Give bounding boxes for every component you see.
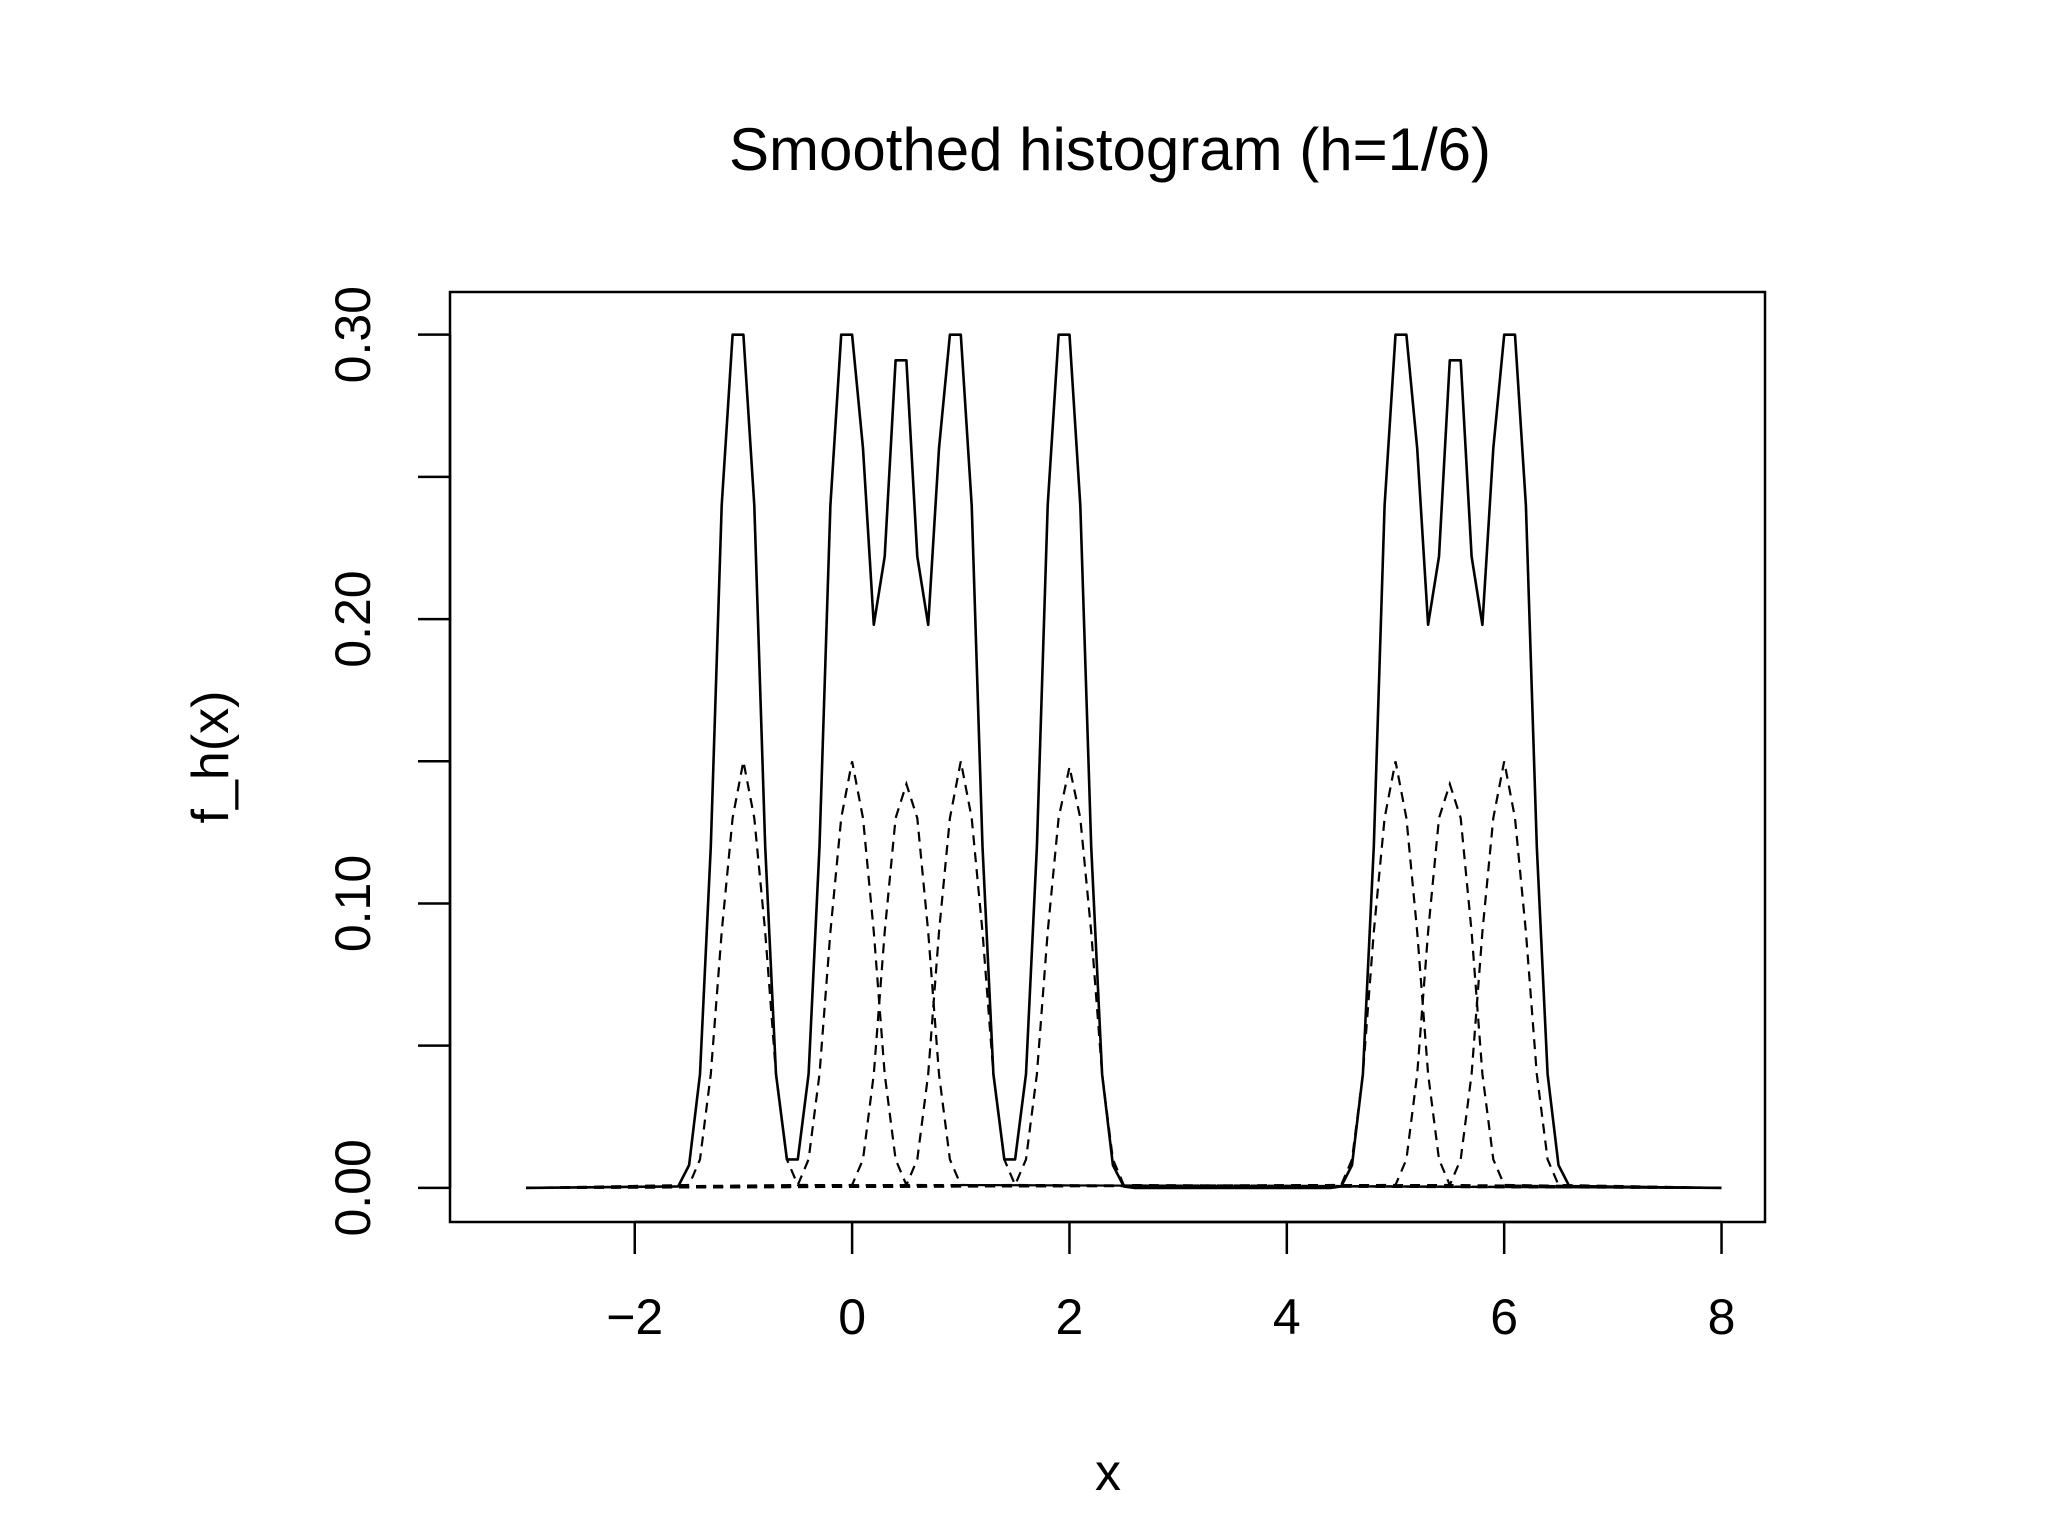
- x-axis-label: x: [1095, 1444, 1121, 1502]
- kernel-curve-2: [526, 761, 1722, 1190]
- series-group: [526, 333, 1722, 1190]
- x-tick-label: 8: [1708, 1289, 1736, 1345]
- x-tick-label: 0: [838, 1289, 866, 1345]
- y-tick-label: 0.30: [325, 286, 381, 383]
- kernel-curve-5: [526, 766, 1722, 1190]
- x-tick-label: 6: [1490, 1289, 1518, 1345]
- kernel-curve-8: [526, 761, 1722, 1190]
- kernel-curve-1: [526, 761, 1722, 1190]
- y-tick-label: 0.00: [325, 1139, 381, 1236]
- x-axis: −2 0 2 4 6 8: [606, 1220, 1736, 1345]
- y-tick-label: 0.10: [325, 855, 381, 952]
- x-tick-label: 2: [1056, 1289, 1084, 1345]
- y-tick-label: 0.20: [325, 570, 381, 667]
- plot-frame: [448, 290, 1767, 1224]
- y-axis: 0.00 0.10 0.20 0.30: [325, 286, 452, 1237]
- x-tick-label: −2: [606, 1289, 663, 1345]
- density-curve: [526, 333, 1722, 1190]
- kernel-curve-3: [526, 780, 1722, 1190]
- kernel-curve-7: [526, 780, 1722, 1190]
- kernel-curve-4: [526, 761, 1722, 1190]
- kernel-curve-6: [526, 761, 1722, 1190]
- chart-title: Smoothed histogram (h=1/6): [729, 116, 1491, 183]
- y-axis-label: f_h(x): [182, 691, 240, 824]
- x-tick-label: 4: [1273, 1289, 1301, 1345]
